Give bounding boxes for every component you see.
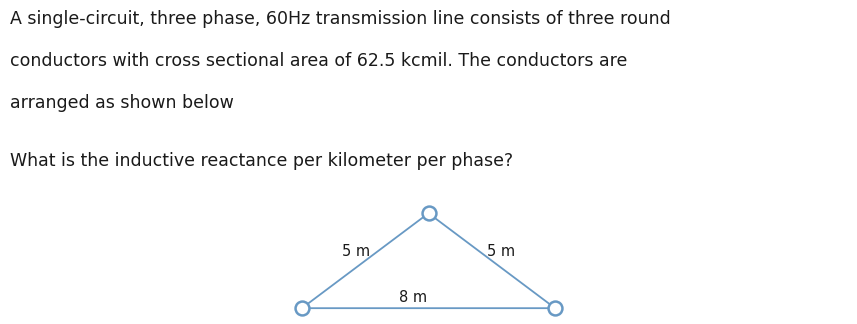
Text: A single-circuit, three phase, 60Hz transmission line consists of three round: A single-circuit, three phase, 60Hz tran… xyxy=(10,10,671,28)
Text: arranged as shown below: arranged as shown below xyxy=(10,94,234,112)
Text: conductors with cross sectional area of 62.5 kcmil. The conductors are: conductors with cross sectional area of … xyxy=(10,52,627,70)
Text: 8 m: 8 m xyxy=(399,290,427,305)
Text: 5 m: 5 m xyxy=(488,244,515,259)
Text: What is the inductive reactance per kilometer per phase?: What is the inductive reactance per kilo… xyxy=(10,152,513,170)
Text: 5 m: 5 m xyxy=(342,244,369,259)
